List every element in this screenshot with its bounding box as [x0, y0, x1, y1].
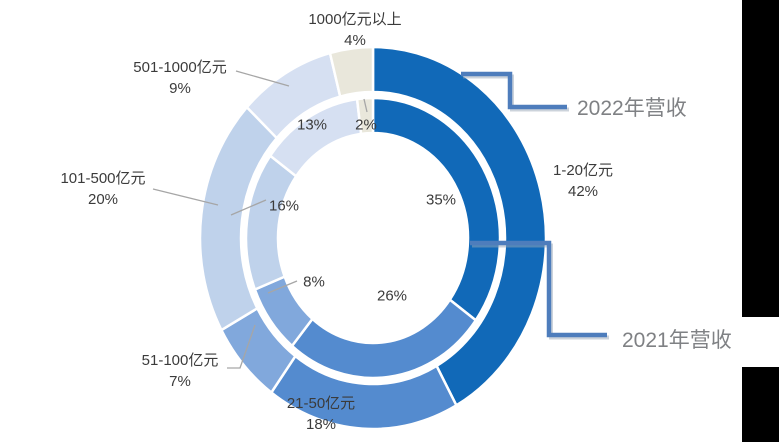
category-pct: 20%: [87, 191, 119, 208]
category-name: 21-50亿元: [286, 395, 356, 412]
category-label-101-500: 101-500亿元 20%: [60, 168, 145, 210]
data-label-inner-8: 8%: [303, 273, 325, 291]
category-pct: 9%: [169, 80, 191, 97]
leader-line-8pct: [267, 280, 298, 294]
data-label-inner-16: 16%: [268, 197, 300, 215]
leader-line-101-500: [152, 188, 219, 206]
data-label-inner-13: 13%: [296, 116, 328, 134]
data-label-inner-26: 26%: [376, 287, 408, 305]
category-pct: 18%: [305, 416, 337, 433]
category-label-1-20: 1-20亿元 42%: [553, 160, 613, 202]
leader-line-2pct: [363, 98, 368, 113]
black-sidebar-top: [742, 0, 779, 317]
donut-slice-2021年营收-1000亿元以上: [355, 96, 375, 136]
category-label-501-1000: 501-1000亿元 9%: [133, 57, 226, 99]
donut-slice-2022年营收-1000亿元以上: [328, 45, 375, 98]
leader-line-501-1000: [235, 70, 290, 87]
donut-slice-2022年营收-1-20亿元: [371, 45, 548, 407]
connector-2021: [470, 240, 607, 338]
category-label-51-100: 51-100亿元 7%: [142, 350, 219, 392]
category-name: 1000亿元以上: [308, 11, 402, 28]
callout-lines: [152, 70, 609, 369]
black-sidebar-bottom: [742, 367, 779, 442]
category-name: 501-1000亿元: [133, 59, 227, 76]
category-name: 1-20亿元: [552, 162, 614, 179]
category-pct: 42%: [567, 183, 599, 200]
data-label-inner-35: 35%: [425, 191, 457, 209]
category-label-1000plus: 1000亿元以上 4%: [308, 9, 401, 51]
category-name: 51-100亿元: [141, 352, 219, 369]
category-pct: 4%: [344, 32, 366, 49]
category-name: 101-500亿元: [60, 170, 146, 187]
series-label-2021: 2021年营收: [622, 329, 732, 352]
series-label-2022: 2022年营收: [577, 97, 687, 120]
donut-rings: [198, 45, 548, 431]
category-label-21-50: 21-50亿元 18%: [287, 393, 355, 435]
category-pct: 7%: [169, 373, 191, 390]
leader-line-51-100: [227, 324, 256, 369]
data-label-inner-2: 2%: [355, 116, 377, 134]
connector-2022: [461, 71, 567, 110]
leader-line-16pct: [230, 199, 267, 216]
